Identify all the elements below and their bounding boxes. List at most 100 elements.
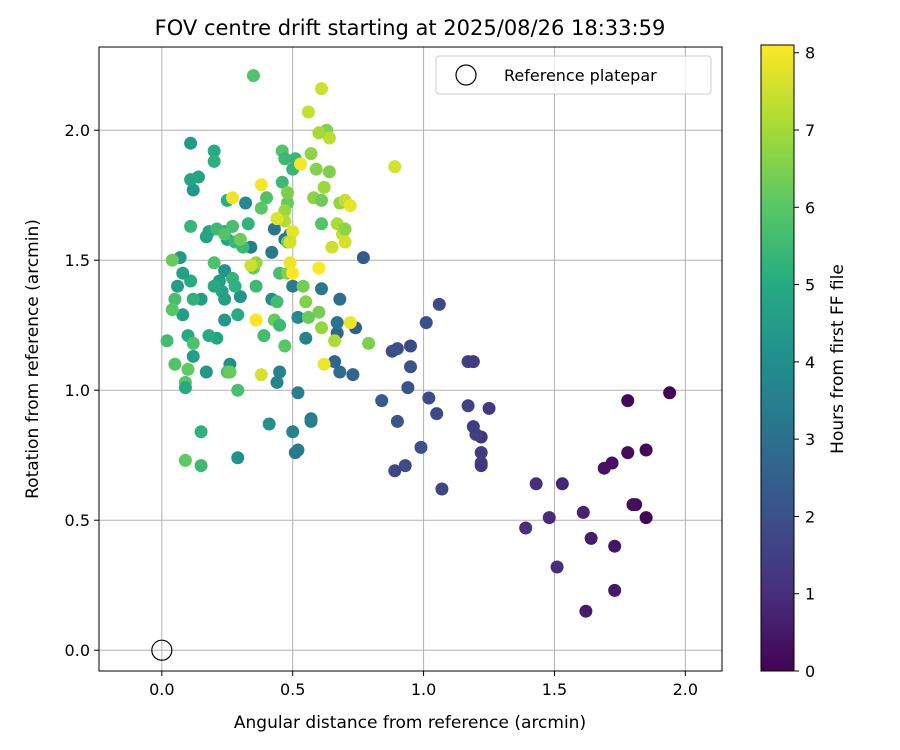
data-point xyxy=(184,136,198,150)
data-point xyxy=(362,336,376,350)
data-point xyxy=(207,279,221,293)
data-point xyxy=(239,196,253,210)
x-tick-label: 2.0 xyxy=(673,680,698,699)
data-point xyxy=(466,420,480,434)
data-point xyxy=(597,461,611,475)
data-point xyxy=(286,225,300,239)
data-point xyxy=(398,459,412,473)
data-point xyxy=(296,279,310,293)
data-point xyxy=(294,157,308,171)
data-point xyxy=(322,131,336,145)
chart-title: FOV centre drift starting at 2025/08/26 … xyxy=(155,16,666,40)
data-point xyxy=(181,362,195,376)
data-point xyxy=(435,482,449,496)
data-point xyxy=(165,303,179,317)
data-point xyxy=(202,329,216,343)
data-point xyxy=(280,186,294,200)
data-point xyxy=(330,316,344,330)
data-point xyxy=(343,199,357,213)
data-point xyxy=(461,399,475,413)
data-point xyxy=(275,175,289,189)
data-point xyxy=(278,152,292,166)
data-point xyxy=(390,414,404,428)
data-point xyxy=(270,212,284,226)
data-point xyxy=(576,505,590,519)
data-point xyxy=(422,391,436,405)
colorbar-tick-label: 8 xyxy=(805,44,815,63)
data-point xyxy=(639,511,653,525)
y-tick-label: 2.0 xyxy=(65,121,90,140)
data-point xyxy=(176,308,190,322)
data-point xyxy=(262,417,276,431)
legend-box xyxy=(435,55,712,95)
data-point xyxy=(178,453,192,467)
data-point xyxy=(529,477,543,491)
x-axis-ticks: 0.0 0.5 1.0 1.5 2.0 xyxy=(149,671,698,699)
data-point xyxy=(312,126,326,140)
data-point xyxy=(542,511,556,525)
data-point xyxy=(207,154,221,168)
data-point xyxy=(608,539,622,553)
data-point xyxy=(304,147,318,161)
data-point xyxy=(233,232,247,246)
data-point xyxy=(288,446,302,460)
data-point xyxy=(291,386,305,400)
data-point xyxy=(338,235,352,249)
data-point xyxy=(218,313,232,327)
colorbar-ticks: 0 1 2 3 4 5 6 7 8 xyxy=(794,44,815,681)
data-point xyxy=(315,217,328,231)
data-point xyxy=(171,279,185,293)
data-point xyxy=(401,381,415,395)
data-point xyxy=(346,368,360,382)
data-point xyxy=(663,386,677,400)
data-point xyxy=(322,165,336,179)
data-point xyxy=(254,368,268,382)
data-point xyxy=(249,279,263,293)
data-point xyxy=(246,69,260,83)
data-point xyxy=(621,446,635,460)
data-point xyxy=(328,355,342,369)
data-point xyxy=(639,443,653,457)
legend: Reference platepar xyxy=(435,55,712,95)
data-point xyxy=(254,201,268,215)
data-point xyxy=(254,178,268,192)
colorbar-tick-label: 0 xyxy=(805,662,815,681)
data-point xyxy=(186,183,200,197)
data-point xyxy=(312,305,326,319)
data-point xyxy=(249,313,263,327)
data-point xyxy=(260,191,274,205)
legend-label-reference: Reference platepar xyxy=(504,66,657,85)
data-point xyxy=(270,375,284,389)
data-point xyxy=(168,292,182,306)
data-point xyxy=(265,245,279,259)
data-point xyxy=(555,477,569,491)
y-tick-label: 1.5 xyxy=(65,251,90,270)
data-point xyxy=(231,451,245,465)
data-point xyxy=(207,144,221,158)
data-point xyxy=(165,253,179,267)
data-point xyxy=(579,604,593,618)
legend-marker-reference xyxy=(455,64,477,86)
data-point xyxy=(432,297,446,311)
data-point xyxy=(286,266,300,280)
data-point xyxy=(608,583,622,597)
data-point xyxy=(626,498,640,512)
data-point xyxy=(414,440,428,454)
data-point xyxy=(301,105,315,119)
data-point xyxy=(550,560,564,574)
data-point xyxy=(273,365,287,379)
data-point xyxy=(404,360,417,374)
data-point xyxy=(231,383,245,397)
colorbar-tick-label: 3 xyxy=(805,430,815,449)
data-point xyxy=(233,290,247,304)
data-point xyxy=(482,401,496,415)
data-point xyxy=(466,355,480,369)
data-point xyxy=(194,425,208,439)
data-point xyxy=(186,292,200,306)
data-point xyxy=(325,240,339,254)
data-point xyxy=(168,357,182,371)
data-point xyxy=(621,394,635,408)
colorbar-tick-label: 7 xyxy=(805,121,815,140)
data-point xyxy=(356,251,370,265)
